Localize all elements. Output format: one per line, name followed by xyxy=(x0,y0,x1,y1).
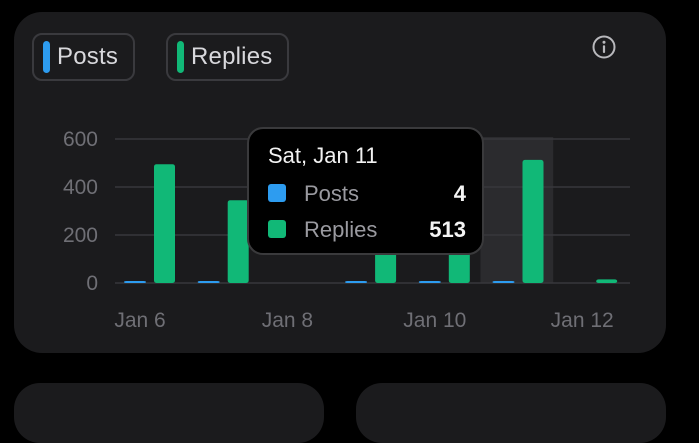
bar-posts-jan-7 xyxy=(197,281,220,283)
legend-toggle-posts[interactable]: Posts xyxy=(32,33,135,81)
tooltip-posts-value: 4 xyxy=(453,181,466,206)
bar-replies-jan-6 xyxy=(154,164,175,283)
tooltip-posts-label: Posts xyxy=(304,181,360,206)
x-tick-label-jan-8: Jan 8 xyxy=(262,309,313,332)
tooltip-row-replies: Replies 513 xyxy=(268,217,466,243)
replies-swatch xyxy=(177,41,184,73)
y-tick-label-400: 400 xyxy=(63,176,98,199)
stats-card-left xyxy=(14,383,324,443)
y-tick-label-0: 0 xyxy=(86,272,98,295)
tooltip-date: Sat, Jan 11 xyxy=(268,143,378,168)
legend-label-posts: Posts xyxy=(57,43,119,70)
bar-posts-jan-9 xyxy=(345,281,368,283)
tooltip-posts-swatch xyxy=(268,184,286,202)
tooltip-replies-value: 513 xyxy=(429,217,466,242)
tooltip-replies-label: Replies xyxy=(304,217,378,242)
posts-swatch xyxy=(43,41,50,73)
bar-posts-jan-10 xyxy=(418,281,441,283)
bar-replies-jan-7 xyxy=(227,200,249,283)
y-tick-label-200: 200 xyxy=(63,224,98,247)
bar-replies-jan-12 xyxy=(596,279,618,283)
x-tick-label-jan-6: Jan 6 xyxy=(114,309,165,332)
x-tick-label-jan-12: Jan 12 xyxy=(551,309,614,332)
chart-tooltip: Sat, Jan 11 Posts 4 Replies 513 xyxy=(247,127,484,255)
bar-posts-jan-6 xyxy=(124,281,146,283)
tooltip-row-posts: Posts 4 xyxy=(268,181,466,207)
x-tick-label-jan-10: Jan 10 xyxy=(403,309,466,332)
bar-posts-jan-11 xyxy=(492,281,515,283)
legend-toggle-replies[interactable]: Replies xyxy=(166,33,289,81)
stats-card-right xyxy=(356,383,666,443)
info-circle-icon[interactable] xyxy=(592,35,616,59)
legend-label-replies: Replies xyxy=(191,43,273,70)
tooltip-replies-swatch xyxy=(268,220,286,238)
y-tick-label-600: 600 xyxy=(63,128,98,151)
bar-replies-jan-11 xyxy=(522,159,544,283)
